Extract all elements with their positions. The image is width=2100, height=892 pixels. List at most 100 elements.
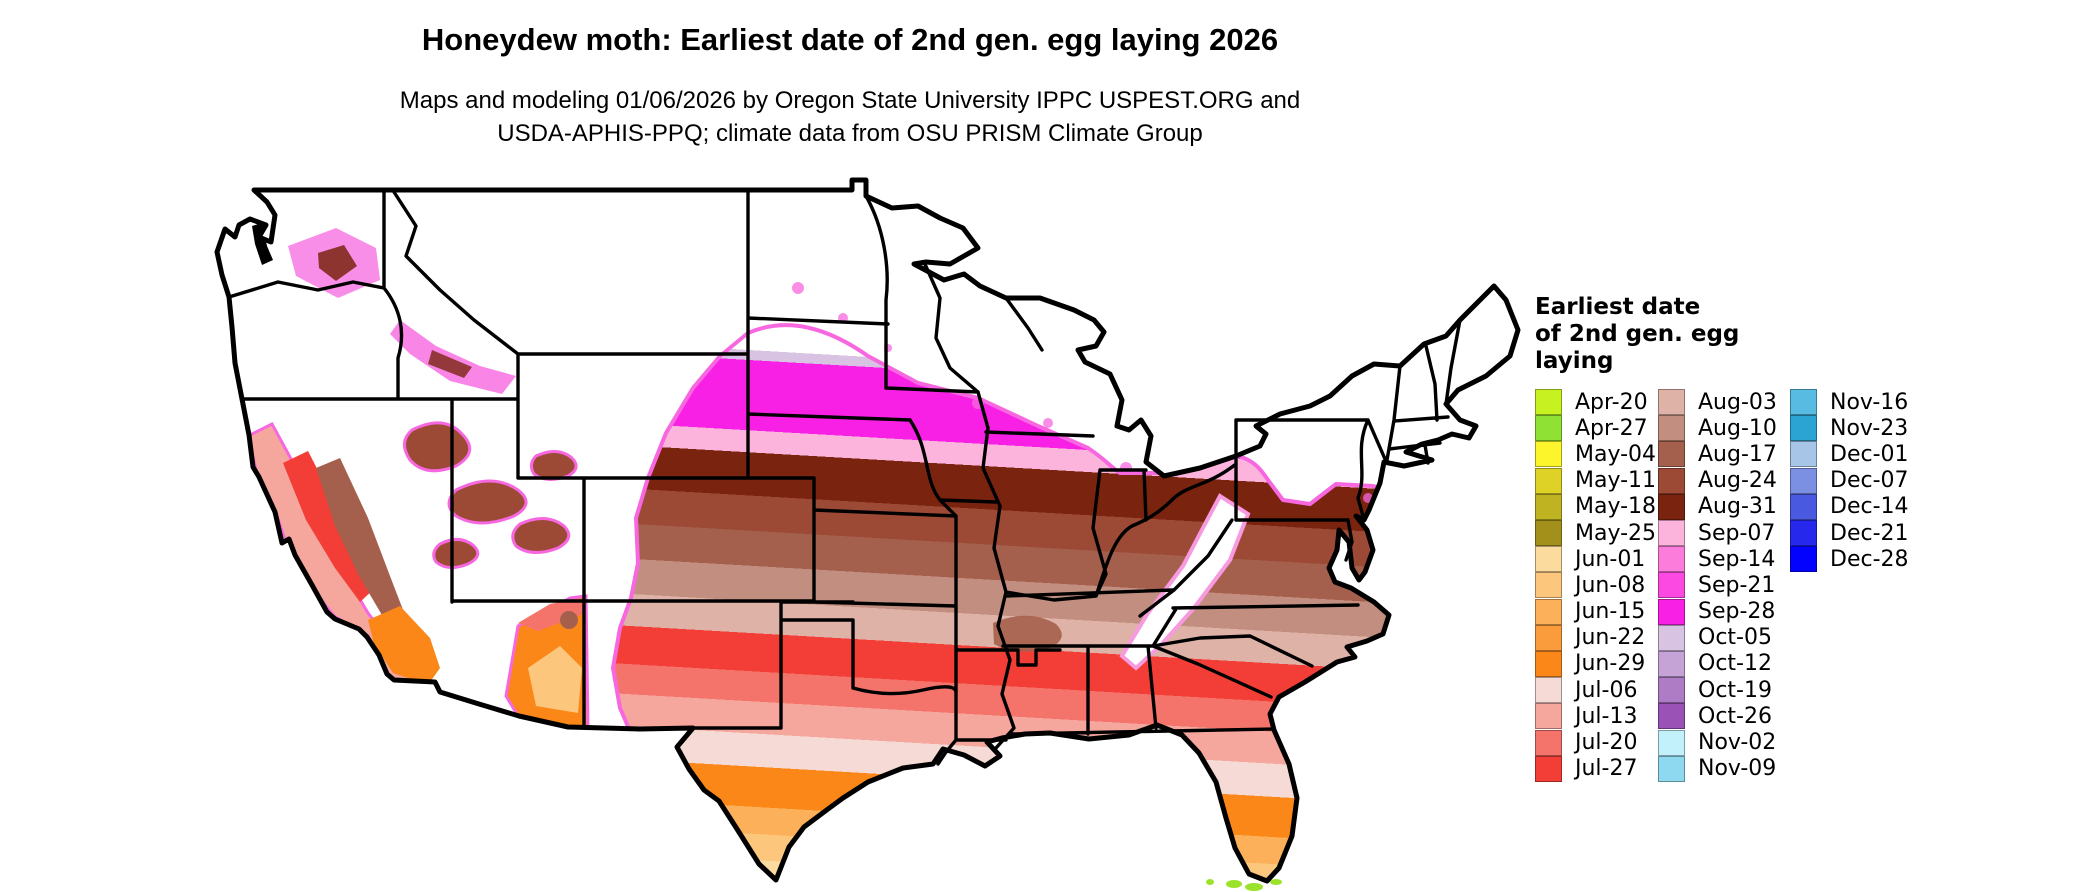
legend-item: Dec-21: [1790, 520, 1909, 547]
legend-label: May-25: [1575, 520, 1657, 546]
legend-label: May-18: [1575, 494, 1657, 520]
legend-label: Aug-31: [1698, 494, 1777, 520]
legend-label: Sep-07: [1698, 520, 1776, 546]
snake-river-patch: [390, 320, 516, 394]
legend-label: Dec-07: [1830, 468, 1909, 494]
legend-label: Oct-12: [1698, 651, 1772, 677]
legend-item: Aug-24: [1658, 467, 1777, 494]
legend-item: May-18: [1535, 493, 1657, 520]
legend-swatch: [1790, 441, 1817, 468]
legend-item: Aug-31: [1658, 493, 1777, 520]
legend-swatch: [1658, 677, 1685, 704]
legend-label: Jul-13: [1575, 703, 1638, 729]
legend-label: Oct-26: [1698, 703, 1772, 729]
legend-label: Jun-29: [1575, 651, 1646, 677]
legend-swatch: [1790, 520, 1817, 547]
legend-label: Jul-06: [1575, 677, 1638, 703]
legend-item: Aug-17: [1658, 441, 1777, 468]
ozark-patch: [993, 615, 1062, 652]
state-borders: [227, 188, 1462, 766]
legend-item: Dec-07: [1790, 467, 1909, 494]
legend-item: Dec-01: [1790, 441, 1909, 468]
legend-item: May-11: [1535, 467, 1657, 494]
legend-swatch: [1658, 598, 1685, 625]
legend-item: Nov-09: [1658, 755, 1777, 782]
legend-title: Earliest date of 2nd gen. egg laying: [1535, 294, 1740, 374]
legend-swatch: [1658, 729, 1685, 756]
legend-label: May-11: [1575, 468, 1657, 494]
legend-item: Sep-07: [1658, 520, 1777, 547]
legend-label: Dec-14: [1830, 494, 1909, 520]
legend-label: Sep-14: [1698, 546, 1776, 572]
legend-swatch: [1658, 389, 1685, 416]
legend-swatch: [1658, 572, 1685, 599]
legend-swatch: [1790, 467, 1817, 494]
legend-label: Jun-08: [1575, 572, 1646, 598]
florida-keys: [1206, 879, 1282, 891]
legend-label: Nov-16: [1830, 389, 1909, 415]
legend-swatch: [1658, 493, 1685, 520]
legend-item: Jun-01: [1535, 546, 1656, 573]
legend-item: Jun-22: [1535, 624, 1656, 651]
legend-item: Jun-15: [1535, 598, 1656, 625]
legend-swatch: [1790, 415, 1817, 442]
legend-label: Jul-20: [1575, 730, 1638, 756]
legend-swatch: [1535, 598, 1562, 625]
legend-swatch: [1658, 415, 1685, 442]
legend-item: Apr-20: [1535, 389, 1656, 416]
legend-swatch: [1658, 624, 1685, 651]
legend-column-2: Nov-16 Nov-23 Dec-01 Dec-07 Dec-14 Dec-21 Dec-…: [1790, 389, 1909, 573]
legend-column-1: Aug-03 Aug-10 Aug-17 Aug-24 Aug-31 Sep-07 Sep-…: [1658, 389, 1777, 782]
legend-label: Jun-15: [1575, 599, 1646, 625]
legend-item: Sep-28: [1658, 598, 1777, 625]
legend-item: Jun-29: [1535, 650, 1656, 677]
legend-label: Apr-27: [1575, 415, 1648, 441]
legend-item: Oct-19: [1658, 677, 1777, 704]
legend-swatch: [1535, 703, 1562, 730]
us-map-svg: [214, 177, 1521, 891]
appalachian-white-wedge: [1119, 493, 1251, 671]
legend-item: May-04: [1535, 441, 1657, 468]
legend-label: Dec-01: [1830, 441, 1909, 467]
puget-sound: [252, 223, 273, 265]
us-outline: [214, 177, 1521, 884]
legend-item: Sep-14: [1658, 546, 1777, 573]
legend-swatch: [1535, 467, 1562, 494]
legend-swatch: [1790, 493, 1817, 520]
legend-label: Aug-17: [1698, 441, 1777, 467]
legend-label: Aug-03: [1698, 389, 1777, 415]
legend-label: Oct-05: [1698, 625, 1772, 651]
legend-label: Nov-02: [1698, 730, 1777, 756]
legend-swatch: [1535, 755, 1562, 782]
legend-swatch: [1535, 546, 1562, 573]
legend-item: Jul-20: [1535, 729, 1656, 756]
legend-item: Nov-02: [1658, 729, 1777, 756]
legend-column-0: Apr-20 Apr-27 May-04 May-11 May-18 May-25 Jun-…: [1535, 389, 1656, 782]
legend-item: Oct-26: [1658, 703, 1777, 730]
legend-swatch: [1658, 755, 1685, 782]
legend: Earliest date of 2nd gen. egg laying Apr…: [1535, 294, 2095, 782]
us-choropleth-map: [188, 168, 1532, 892]
legend-label: Jun-01: [1575, 546, 1646, 572]
legend-item: Dec-14: [1790, 493, 1909, 520]
legend-swatch: [1658, 650, 1685, 677]
legend-swatch: [1535, 729, 1562, 756]
legend-item: Jul-06: [1535, 677, 1656, 704]
legend-item: Jun-08: [1535, 572, 1656, 599]
legend-swatch: [1658, 546, 1685, 573]
legend-swatch: [1658, 441, 1685, 468]
legend-item: Sep-21: [1658, 572, 1777, 599]
subtitle-line-1: Maps and modeling 01/06/2026 by Oregon S…: [399, 87, 1301, 114]
legend-item: Apr-27: [1535, 415, 1656, 442]
map-title: Honeydew moth: Earliest date of 2nd gen.…: [421, 22, 1279, 57]
legend-swatch: [1535, 441, 1562, 468]
legend-swatch: [1535, 650, 1562, 677]
eastern-washington-patch: [288, 228, 380, 298]
legend-label: May-04: [1575, 441, 1657, 467]
legend-item: Oct-05: [1658, 624, 1777, 651]
legend-swatch: [1535, 493, 1562, 520]
arizona-patches: [504, 594, 590, 730]
legend-item: Aug-03: [1658, 389, 1777, 416]
legend-label: Sep-28: [1698, 599, 1776, 625]
